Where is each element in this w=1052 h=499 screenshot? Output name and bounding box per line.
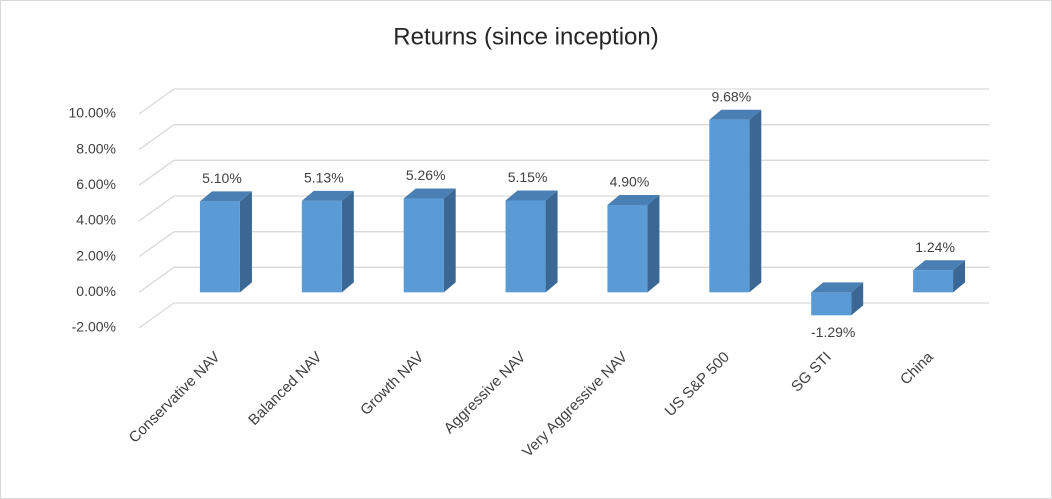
- bar: [709, 119, 750, 293]
- y-tick-label: 10.00%: [69, 105, 116, 121]
- bar-side: [647, 194, 660, 293]
- bar: [811, 292, 852, 316]
- grid-line-side: [138, 266, 175, 293]
- data-label: 1.24%: [915, 239, 955, 255]
- data-label: 9.68%: [711, 88, 751, 104]
- bar-side: [341, 190, 354, 293]
- data-label: 4.90%: [610, 174, 650, 190]
- grid-line-side: [138, 88, 175, 115]
- y-tick-label: 6.00%: [76, 176, 116, 192]
- data-label: 5.26%: [406, 167, 446, 183]
- bar-side: [545, 190, 558, 293]
- bar-top: [811, 282, 864, 293]
- grid-line-side: [138, 159, 175, 186]
- bar-top: [607, 194, 660, 205]
- bar-side: [851, 282, 864, 316]
- bar: [607, 204, 648, 293]
- bar-top: [913, 260, 966, 271]
- grid-line-side: [138, 302, 175, 329]
- bar-top: [301, 190, 354, 201]
- bar-top: [709, 109, 762, 120]
- bar-top: [199, 191, 252, 202]
- bar: [913, 270, 954, 293]
- data-label: 5.15%: [508, 169, 548, 185]
- bar-side: [239, 191, 252, 293]
- bar-side: [443, 188, 456, 293]
- y-tick-label: 8.00%: [76, 140, 116, 156]
- data-label: 5.10%: [202, 170, 242, 186]
- grid-line-side: [138, 231, 175, 258]
- bar-side: [953, 260, 966, 293]
- y-tick-label: -2.00%: [72, 319, 116, 335]
- grid-line-side: [138, 195, 175, 222]
- bar-top: [403, 188, 456, 199]
- bar-top: [505, 190, 558, 201]
- bar-side: [749, 109, 762, 293]
- bar: [403, 198, 444, 293]
- y-tick-label: 0.00%: [76, 283, 116, 299]
- bar: [199, 201, 240, 293]
- bar: [301, 200, 342, 293]
- grid-line-side: [138, 124, 175, 151]
- chart-title: Returns (since inception): [393, 23, 658, 50]
- data-label: 5.13%: [304, 170, 344, 186]
- y-tick-label: 2.00%: [76, 247, 116, 263]
- bar: [505, 200, 546, 293]
- y-tick-label: 4.00%: [76, 212, 116, 228]
- data-label: -1.29%: [811, 324, 855, 340]
